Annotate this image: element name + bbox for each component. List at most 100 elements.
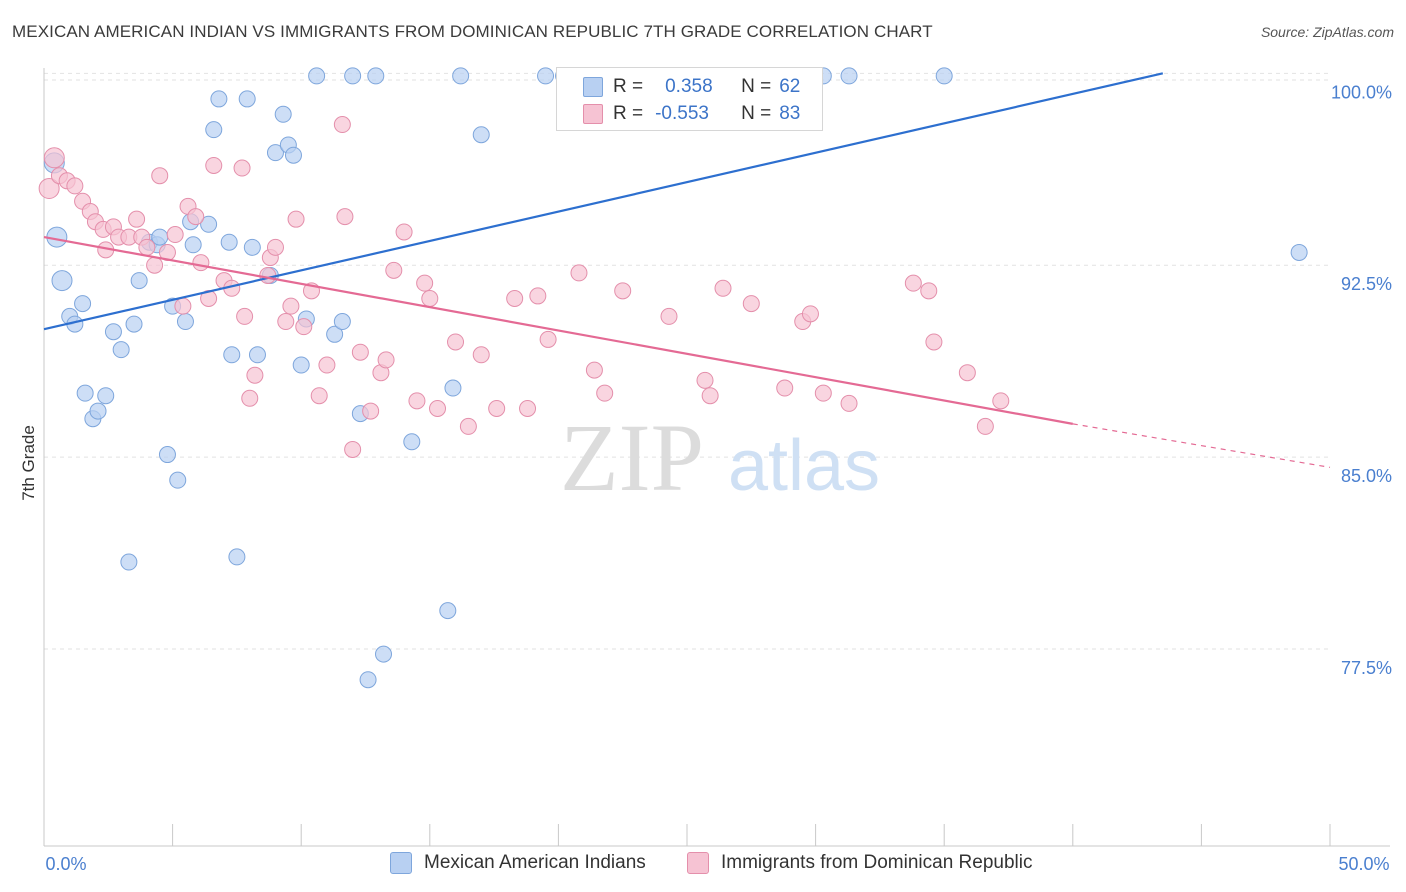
point-mexican-american-indians: [248, 346, 266, 364]
point-immigrants-dominican-republic: [976, 417, 994, 435]
point-mexican-american-indians: [112, 341, 130, 359]
legend-row-series2: R = -0.553 N = 83: [557, 101, 800, 127]
point-immigrants-dominican-republic: [43, 147, 65, 169]
point-mexican-american-indians: [333, 313, 351, 331]
point-mexican-american-indians: [308, 67, 326, 85]
point-immigrants-dominican-republic: [151, 167, 169, 185]
point-mexican-american-indians: [403, 433, 421, 451]
point-immigrants-dominican-republic: [696, 371, 714, 389]
point-immigrants-dominican-republic: [801, 305, 819, 323]
y-tick-label: 100.0%: [1331, 82, 1392, 102]
point-immigrants-dominican-republic: [310, 387, 328, 405]
point-mexican-american-indians: [472, 126, 490, 144]
point-immigrants-dominican-republic: [539, 330, 557, 348]
point-immigrants-dominican-republic: [236, 307, 254, 325]
legend-swatch-pink: [687, 852, 709, 874]
point-mexican-american-indians: [104, 323, 122, 341]
legend-n-value: 83: [779, 103, 801, 124]
point-mexican-american-indians: [169, 471, 187, 489]
x-tick-label: 0.0%: [45, 854, 86, 874]
point-mexican-american-indians: [375, 645, 393, 663]
point-immigrants-dominican-republic: [38, 177, 60, 199]
point-immigrants-dominican-republic: [488, 400, 506, 418]
trend-line-pink: [43, 236, 1073, 425]
y-tick-label: 77.5%: [1341, 658, 1392, 678]
point-mexican-american-indians: [76, 384, 94, 402]
trend-line-blue: [43, 72, 1164, 331]
point-immigrants-dominican-republic: [714, 279, 732, 297]
series-legend-item-2: Immigrants from Dominican Republic: [687, 852, 1033, 874]
point-immigrants-dominican-republic: [519, 400, 537, 418]
point-mexican-american-indians: [1290, 243, 1308, 261]
point-immigrants-dominican-republic: [570, 264, 588, 282]
point-immigrants-dominican-republic: [416, 274, 434, 292]
point-immigrants-dominican-republic: [395, 223, 413, 241]
point-mexican-american-indians: [51, 270, 73, 292]
point-immigrants-dominican-republic: [447, 333, 465, 351]
point-immigrants-dominican-republic: [138, 238, 156, 256]
point-mexican-american-indians: [223, 346, 241, 364]
point-immigrants-dominican-republic: [377, 351, 395, 369]
point-immigrants-dominican-republic: [277, 313, 295, 331]
point-immigrants-dominican-republic: [333, 116, 351, 134]
point-immigrants-dominican-republic: [596, 384, 614, 402]
point-immigrants-dominican-republic: [362, 402, 380, 420]
point-immigrants-dominican-republic: [742, 295, 760, 313]
point-mexican-american-indians: [176, 313, 194, 331]
point-immigrants-dominican-republic: [506, 289, 524, 307]
point-immigrants-dominican-republic: [958, 364, 976, 382]
point-mexican-american-indians: [97, 387, 115, 405]
point-immigrants-dominican-republic: [385, 261, 403, 279]
point-immigrants-dominican-republic: [529, 287, 547, 305]
legend-r-value: 0.358: [665, 76, 713, 97]
point-mexican-american-indians: [359, 671, 377, 689]
y-tick-label: 92.5%: [1341, 274, 1392, 294]
point-mexican-american-indians: [840, 67, 858, 85]
legend-swatch-pink: [583, 104, 603, 124]
point-immigrants-dominican-republic: [128, 210, 146, 228]
legend-r-value: -0.553: [655, 103, 709, 124]
point-immigrants-dominican-republic: [287, 210, 305, 228]
axes: [43, 68, 1390, 847]
point-immigrants-dominican-republic: [660, 307, 678, 325]
point-immigrants-dominican-republic: [282, 297, 300, 315]
point-mexican-american-indians: [184, 236, 202, 254]
point-immigrants-dominican-republic: [840, 394, 858, 412]
legend-n-label: N =: [741, 103, 772, 124]
point-mexican-american-indians: [125, 315, 143, 333]
point-immigrants-dominican-republic: [421, 289, 439, 307]
legend-r-label: R =: [613, 103, 644, 124]
point-mexican-american-indians: [344, 67, 362, 85]
point-mexican-american-indians: [74, 295, 92, 313]
point-mexican-american-indians: [935, 67, 953, 85]
point-mexican-american-indians: [210, 90, 228, 108]
point-immigrants-dominican-republic: [174, 297, 192, 315]
point-immigrants-dominican-republic: [585, 361, 603, 379]
point-immigrants-dominican-republic: [925, 333, 943, 351]
point-immigrants-dominican-republic: [205, 156, 223, 174]
point-mexican-american-indians: [89, 402, 107, 420]
watermark-zip: ZIP: [560, 404, 704, 511]
point-immigrants-dominican-republic: [351, 343, 369, 361]
point-immigrants-dominican-republic: [814, 384, 832, 402]
point-mexican-american-indians: [367, 67, 385, 85]
x-tick-label: 50.0%: [1338, 854, 1389, 874]
point-immigrants-dominican-republic: [166, 226, 184, 244]
watermark-atlas: atlas: [728, 426, 880, 506]
legend-r-label: R =: [613, 76, 644, 97]
point-immigrants-dominican-republic: [429, 400, 447, 418]
point-immigrants-dominican-republic: [408, 392, 426, 410]
point-immigrants-dominican-republic: [992, 392, 1010, 410]
point-mexican-american-indians: [228, 548, 246, 566]
point-immigrants-dominican-republic: [266, 238, 284, 256]
legend-row-series1: R = 0.358 N = 62: [557, 74, 800, 100]
chart-source: Source: ZipAtlas.com: [1260, 24, 1394, 40]
point-immigrants-dominican-republic: [66, 177, 84, 195]
trend-lines: [43, 72, 1331, 468]
point-mexican-american-indians: [326, 325, 344, 343]
point-mexican-american-indians: [452, 67, 470, 85]
point-immigrants-dominican-republic: [344, 440, 362, 458]
trend-line-pink-extension: [1072, 423, 1331, 468]
point-mexican-american-indians: [284, 146, 302, 164]
